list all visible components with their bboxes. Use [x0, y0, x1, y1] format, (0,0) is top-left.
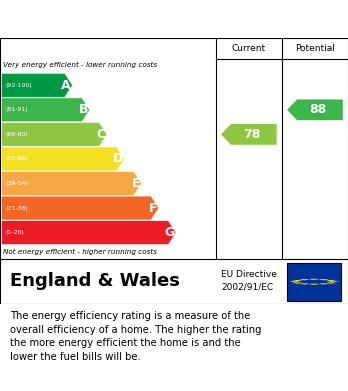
Text: D: D	[112, 152, 123, 165]
Polygon shape	[287, 99, 343, 120]
Polygon shape	[308, 279, 320, 280]
Text: 78: 78	[243, 128, 260, 141]
Text: G: G	[164, 226, 175, 239]
Text: (1-20): (1-20)	[6, 230, 24, 235]
Text: (69-80): (69-80)	[6, 132, 28, 137]
Text: E: E	[132, 177, 140, 190]
Text: (81-91): (81-91)	[6, 108, 28, 112]
Polygon shape	[1, 221, 176, 244]
Polygon shape	[1, 98, 90, 122]
Text: 88: 88	[309, 103, 326, 117]
Text: The energy efficiency rating is a measure of the
overall efficiency of a home. T: The energy efficiency rating is a measur…	[10, 311, 262, 362]
Polygon shape	[299, 279, 310, 280]
Polygon shape	[1, 147, 124, 171]
Polygon shape	[325, 280, 337, 281]
Bar	[287, 263, 341, 301]
Polygon shape	[299, 283, 310, 285]
Text: (92-100): (92-100)	[6, 83, 32, 88]
Text: A: A	[61, 79, 71, 92]
Polygon shape	[318, 283, 330, 285]
Polygon shape	[318, 279, 330, 280]
Polygon shape	[1, 122, 107, 146]
Polygon shape	[221, 124, 277, 145]
Text: EU Directive
2002/91/EC: EU Directive 2002/91/EC	[221, 270, 277, 292]
Text: Very energy efficient - lower running costs: Very energy efficient - lower running co…	[3, 62, 158, 68]
Polygon shape	[308, 283, 320, 285]
Polygon shape	[1, 74, 72, 97]
Polygon shape	[292, 282, 303, 284]
Text: F: F	[149, 201, 157, 215]
Text: B: B	[79, 103, 88, 117]
Text: Not energy efficient - higher running costs: Not energy efficient - higher running co…	[3, 249, 158, 255]
Text: Energy Efficiency Rating: Energy Efficiency Rating	[10, 12, 220, 27]
Polygon shape	[1, 196, 159, 220]
Text: (21-38): (21-38)	[6, 206, 28, 210]
Polygon shape	[289, 281, 301, 283]
Polygon shape	[325, 282, 337, 284]
Text: Potential: Potential	[295, 44, 335, 53]
Polygon shape	[327, 281, 339, 283]
Text: (55-68): (55-68)	[6, 156, 28, 161]
Text: (39-54): (39-54)	[6, 181, 29, 186]
Text: Current: Current	[232, 44, 266, 53]
Text: C: C	[96, 128, 105, 141]
Text: England & Wales: England & Wales	[10, 272, 180, 290]
Polygon shape	[292, 280, 303, 281]
Polygon shape	[1, 172, 141, 196]
